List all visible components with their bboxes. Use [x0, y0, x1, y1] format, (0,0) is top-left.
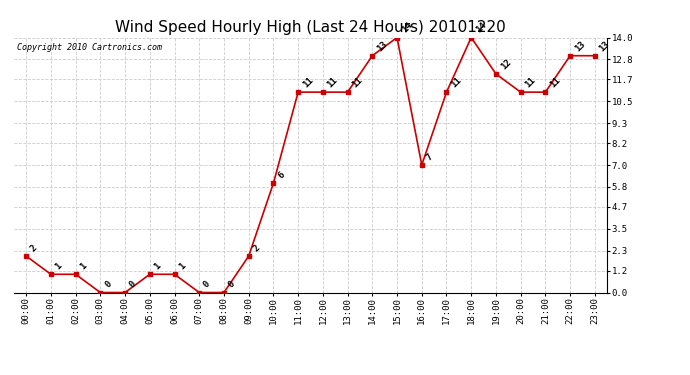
Text: 2: 2	[251, 243, 262, 253]
Text: 13: 13	[598, 39, 611, 53]
Text: Copyright 2010 Cartronics.com: Copyright 2010 Cartronics.com	[17, 43, 161, 52]
Text: 11: 11	[548, 75, 562, 89]
Text: 11: 11	[301, 75, 315, 89]
Text: 0: 0	[103, 279, 113, 290]
Text: 1: 1	[79, 261, 88, 272]
Text: 11: 11	[449, 75, 463, 89]
Title: Wind Speed Hourly High (Last 24 Hours) 20101220: Wind Speed Hourly High (Last 24 Hours) 2…	[115, 20, 506, 35]
Text: 1: 1	[177, 261, 188, 272]
Text: 1: 1	[152, 261, 163, 272]
Text: 11: 11	[326, 75, 339, 89]
Text: 1: 1	[54, 261, 64, 272]
Text: 11: 11	[524, 75, 538, 89]
Text: 6: 6	[276, 170, 286, 180]
Text: 13: 13	[375, 39, 389, 53]
Text: 0: 0	[128, 279, 138, 290]
Text: 11: 11	[351, 75, 364, 89]
Text: 0: 0	[202, 279, 213, 290]
Text: 14: 14	[400, 21, 414, 35]
Text: 2: 2	[29, 243, 39, 253]
Text: 14: 14	[474, 21, 488, 35]
Text: 7: 7	[424, 152, 435, 162]
Text: 13: 13	[573, 39, 587, 53]
Text: 12: 12	[499, 57, 513, 71]
Text: 0: 0	[227, 279, 237, 290]
